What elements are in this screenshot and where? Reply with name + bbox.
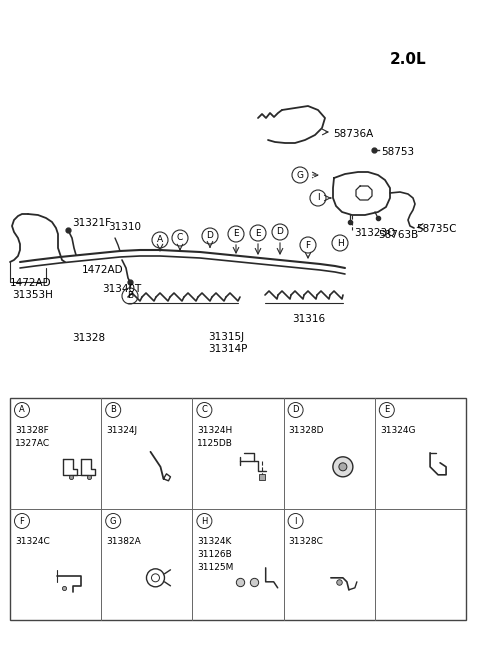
Text: A: A xyxy=(157,236,163,244)
Text: 31324K: 31324K xyxy=(197,537,232,546)
Text: I: I xyxy=(317,193,319,202)
Text: H: H xyxy=(201,517,207,525)
Text: 31340T: 31340T xyxy=(102,284,141,294)
Text: 31321F: 31321F xyxy=(72,218,111,228)
Text: D: D xyxy=(292,405,299,415)
Text: 31125M: 31125M xyxy=(197,563,234,572)
Text: E: E xyxy=(255,229,261,238)
Text: D: D xyxy=(276,227,283,236)
Text: E: E xyxy=(384,405,389,415)
Circle shape xyxy=(333,457,353,477)
Text: 31328C: 31328C xyxy=(288,537,324,546)
Bar xyxy=(10,398,466,620)
Text: 31324H: 31324H xyxy=(197,426,233,435)
Text: F: F xyxy=(20,517,24,525)
Text: C: C xyxy=(177,233,183,242)
Text: 31324J: 31324J xyxy=(106,426,137,435)
Text: 31316: 31316 xyxy=(292,314,325,324)
Text: 58753: 58753 xyxy=(381,147,414,157)
Text: 58735C: 58735C xyxy=(416,224,456,234)
Circle shape xyxy=(339,463,347,471)
Text: 31323Q: 31323Q xyxy=(354,228,396,238)
Text: 31328: 31328 xyxy=(72,333,105,343)
Text: 31314P: 31314P xyxy=(208,344,247,354)
Text: E: E xyxy=(233,229,239,238)
Text: 31353H: 31353H xyxy=(12,290,53,300)
Text: 31382A: 31382A xyxy=(106,537,141,546)
Text: 31126B: 31126B xyxy=(197,550,232,559)
Text: I: I xyxy=(294,517,297,525)
Text: H: H xyxy=(336,238,343,248)
Text: 31328D: 31328D xyxy=(288,426,324,435)
Text: 1472AD: 1472AD xyxy=(82,265,124,275)
Text: 31315J: 31315J xyxy=(208,332,244,342)
Text: 1125DB: 1125DB xyxy=(197,439,233,448)
Text: 31324C: 31324C xyxy=(15,537,50,546)
Text: 31328F: 31328F xyxy=(15,426,49,435)
Text: 1327AC: 1327AC xyxy=(15,439,50,448)
Text: D: D xyxy=(206,231,214,240)
Text: 31310: 31310 xyxy=(108,222,141,232)
Text: 1472AD: 1472AD xyxy=(10,278,52,288)
Text: 58736A: 58736A xyxy=(333,129,373,139)
Text: B: B xyxy=(110,405,116,415)
Text: 58763B: 58763B xyxy=(378,230,418,240)
Text: C: C xyxy=(202,405,207,415)
Text: 2.0L: 2.0L xyxy=(390,52,427,67)
Text: A: A xyxy=(19,405,25,415)
Text: B: B xyxy=(127,291,133,301)
Text: 31324G: 31324G xyxy=(380,426,415,435)
Text: G: G xyxy=(110,517,117,525)
Text: G: G xyxy=(297,170,303,179)
Text: F: F xyxy=(305,240,311,250)
